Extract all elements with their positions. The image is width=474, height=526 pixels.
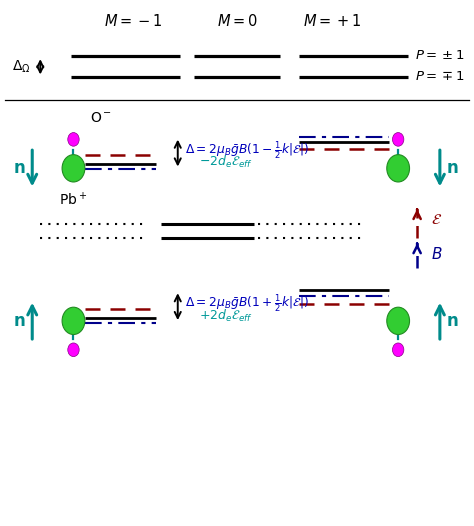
Text: $\Delta = 2\mu_B \bar{g} B(1 - \frac{1}{2}k|\mathcal{E}|)$: $\Delta = 2\mu_B \bar{g} B(1 - \frac{1}{… — [185, 139, 309, 161]
Ellipse shape — [392, 343, 404, 357]
Ellipse shape — [387, 307, 410, 335]
Text: $\mathbf{n}$: $\mathbf{n}$ — [13, 312, 25, 330]
Text: $M = -1$: $M = -1$ — [103, 13, 162, 29]
Text: $+2d_e\mathcal{E}_{eff}$: $+2d_e\mathcal{E}_{eff}$ — [199, 308, 253, 323]
Ellipse shape — [392, 133, 404, 146]
Ellipse shape — [62, 155, 85, 182]
Text: $\Delta_\Omega$: $\Delta_\Omega$ — [12, 58, 31, 75]
Text: $\mathbf{n}$: $\mathbf{n}$ — [447, 312, 459, 330]
Text: $\mathrm{O}^-$: $\mathrm{O}^-$ — [90, 111, 112, 125]
Text: $B$: $B$ — [431, 246, 443, 261]
Ellipse shape — [387, 155, 410, 182]
Text: $\mathbf{n}$: $\mathbf{n}$ — [447, 159, 459, 177]
Text: $M = 0$: $M = 0$ — [217, 13, 257, 29]
Text: $\Delta = 2\mu_B \bar{g} B(1 + \frac{1}{2}k|\mathcal{E}|)$: $\Delta = 2\mu_B \bar{g} B(1 + \frac{1}{… — [185, 292, 309, 315]
Text: $-2d_e\mathcal{E}_{eff}$: $-2d_e\mathcal{E}_{eff}$ — [199, 154, 253, 169]
Text: $\mathbf{n}$: $\mathbf{n}$ — [13, 159, 25, 177]
Text: $M = +1$: $M = +1$ — [302, 13, 361, 29]
Ellipse shape — [68, 343, 79, 357]
Ellipse shape — [68, 133, 79, 146]
Text: $\mathrm{Pb}^+$: $\mathrm{Pb}^+$ — [59, 191, 88, 209]
Ellipse shape — [62, 307, 85, 335]
Text: $P = \pm 1$: $P = \pm 1$ — [415, 49, 465, 62]
Text: $P = \mp 1$: $P = \mp 1$ — [415, 70, 465, 83]
Text: $\mathcal{E}$: $\mathcal{E}$ — [431, 213, 442, 227]
